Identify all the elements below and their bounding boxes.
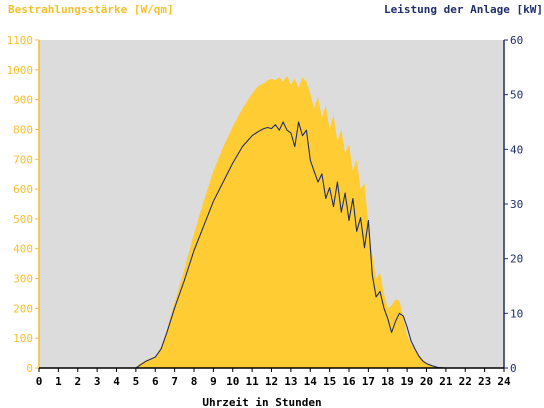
- left-tick-label: 200: [13, 302, 33, 315]
- x-tick-label: 12: [265, 375, 278, 388]
- x-tick-label: 9: [210, 375, 217, 388]
- left-tick-label: 300: [13, 273, 33, 286]
- left-tick-label: 500: [13, 213, 33, 226]
- left-tick-label: 600: [13, 183, 33, 196]
- right-tick-label: 0: [510, 362, 517, 375]
- x-tick-label: 21: [439, 375, 453, 388]
- x-tick-label: 6: [152, 375, 159, 388]
- x-tick-label: 20: [420, 375, 433, 388]
- right-axis-title: Leistung der Anlage [kW]: [384, 3, 543, 16]
- left-tick-label: 700: [13, 153, 33, 166]
- axis-labels: Bestrahlungsstärke [W/qm] Leistung der A…: [8, 3, 543, 408]
- x-tick-label: 23: [478, 375, 491, 388]
- x-tick-label: 14: [304, 375, 318, 388]
- x-tick-label: 13: [284, 375, 297, 388]
- left-tick-label: 0: [26, 362, 33, 375]
- x-tick-label: 18: [381, 375, 394, 388]
- x-tick-label: 22: [459, 375, 472, 388]
- x-tick-label: 8: [191, 375, 198, 388]
- left-tick-label: 400: [13, 243, 33, 256]
- x-tick-label: 17: [362, 375, 375, 388]
- right-tick-label: 20: [510, 253, 523, 266]
- irradiance-area-layer: [39, 75, 504, 369]
- right-tick-label: 60: [510, 34, 523, 47]
- x-tick-label: 1: [55, 375, 62, 388]
- left-tick-label: 1100: [7, 34, 34, 47]
- x-axis-title: Uhrzeit in Stunden: [202, 396, 321, 408]
- x-tick-label: 7: [171, 375, 178, 388]
- left-tick-label: 100: [13, 332, 33, 345]
- x-tick-label: 3: [94, 375, 101, 388]
- x-tick-label: 16: [342, 375, 356, 388]
- right-tick-label: 40: [510, 143, 523, 156]
- left-tick-label: 800: [13, 123, 33, 136]
- x-tick-label: 24: [497, 375, 511, 388]
- x-tick-label: 4: [113, 375, 120, 388]
- x-tick-label: 0: [36, 375, 43, 388]
- x-tick-label: 2: [74, 375, 81, 388]
- left-tick-label: 1000: [7, 64, 34, 77]
- x-tick-label: 10: [226, 375, 239, 388]
- irradiance-area: [39, 75, 504, 369]
- left-tick-label: 900: [13, 94, 33, 107]
- x-tick-label: 15: [323, 375, 336, 388]
- power-line-layer: [39, 121, 504, 369]
- power-line: [39, 121, 504, 369]
- right-tick-label: 10: [510, 307, 523, 320]
- x-tick-label: 19: [401, 375, 414, 388]
- x-tick-label: 5: [133, 375, 140, 388]
- left-axis-title: Bestrahlungsstärke [W/qm]: [8, 3, 174, 16]
- right-tick-label: 50: [510, 89, 523, 102]
- x-tick-label: 11: [246, 375, 260, 388]
- right-tick-label: 30: [510, 198, 523, 211]
- axes: 0100200300400500600700800900100011000102…: [7, 34, 524, 388]
